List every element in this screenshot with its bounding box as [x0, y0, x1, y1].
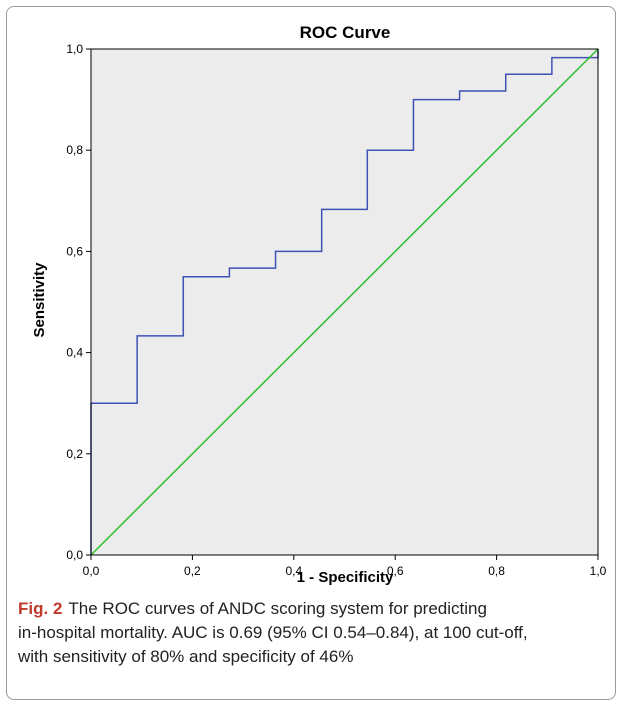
axis-ticks: 0,0 0,2 0,4 0,6 0,8 1,0 0,0 0,2 0,4 0,6 0,8 1,0	[66, 42, 606, 578]
caption-line-2: in-hospital mortality. AUC is 0.69 (95% …	[18, 623, 528, 642]
x-tick-label: 1,0	[590, 564, 607, 578]
y-tick-label: 0,0	[66, 548, 83, 562]
y-tick-label: 0,4	[66, 346, 83, 360]
figure-label: Fig. 2	[18, 599, 63, 618]
y-tick-label: 1,0	[66, 42, 83, 56]
plot-border	[90, 48, 599, 556]
y-axis-label: Sensitivity	[31, 262, 48, 338]
x-tick-label: 0,0	[83, 564, 100, 578]
y-tick-label: 0,6	[66, 244, 83, 258]
x-tick-label: 0,4	[285, 564, 302, 578]
x-tick-label: 0,8	[488, 564, 505, 578]
series-group	[90, 48, 599, 556]
y-tick-label: 0,2	[66, 447, 83, 461]
chart-title: ROC Curve	[300, 23, 391, 42]
caption-line-1: Fig. 2 The ROC curves of ANDC scoring sys…	[18, 597, 608, 621]
y-tick-label: 0,8	[66, 143, 83, 157]
caption-text-1: The ROC curves of ANDC scoring system fo…	[68, 599, 487, 618]
roc-step-line	[90, 49, 599, 555]
x-tick-label: 0,2	[184, 564, 201, 578]
x-tick-label: 0,6	[387, 564, 404, 578]
figure-caption: Fig. 2 The ROC curves of ANDC scoring sys…	[18, 597, 608, 669]
roc-chart: ROC Curve 0,0 0,2 0,4 0,6 0,8 1,0 0,0 0,2 0,4 0,6…	[31, 23, 607, 586]
x-axis-label: 1 - Specificity	[297, 569, 394, 586]
caption-line-3: with sensitivity of 80% and specificity …	[18, 647, 354, 666]
reference-diagonal-line	[90, 48, 599, 556]
